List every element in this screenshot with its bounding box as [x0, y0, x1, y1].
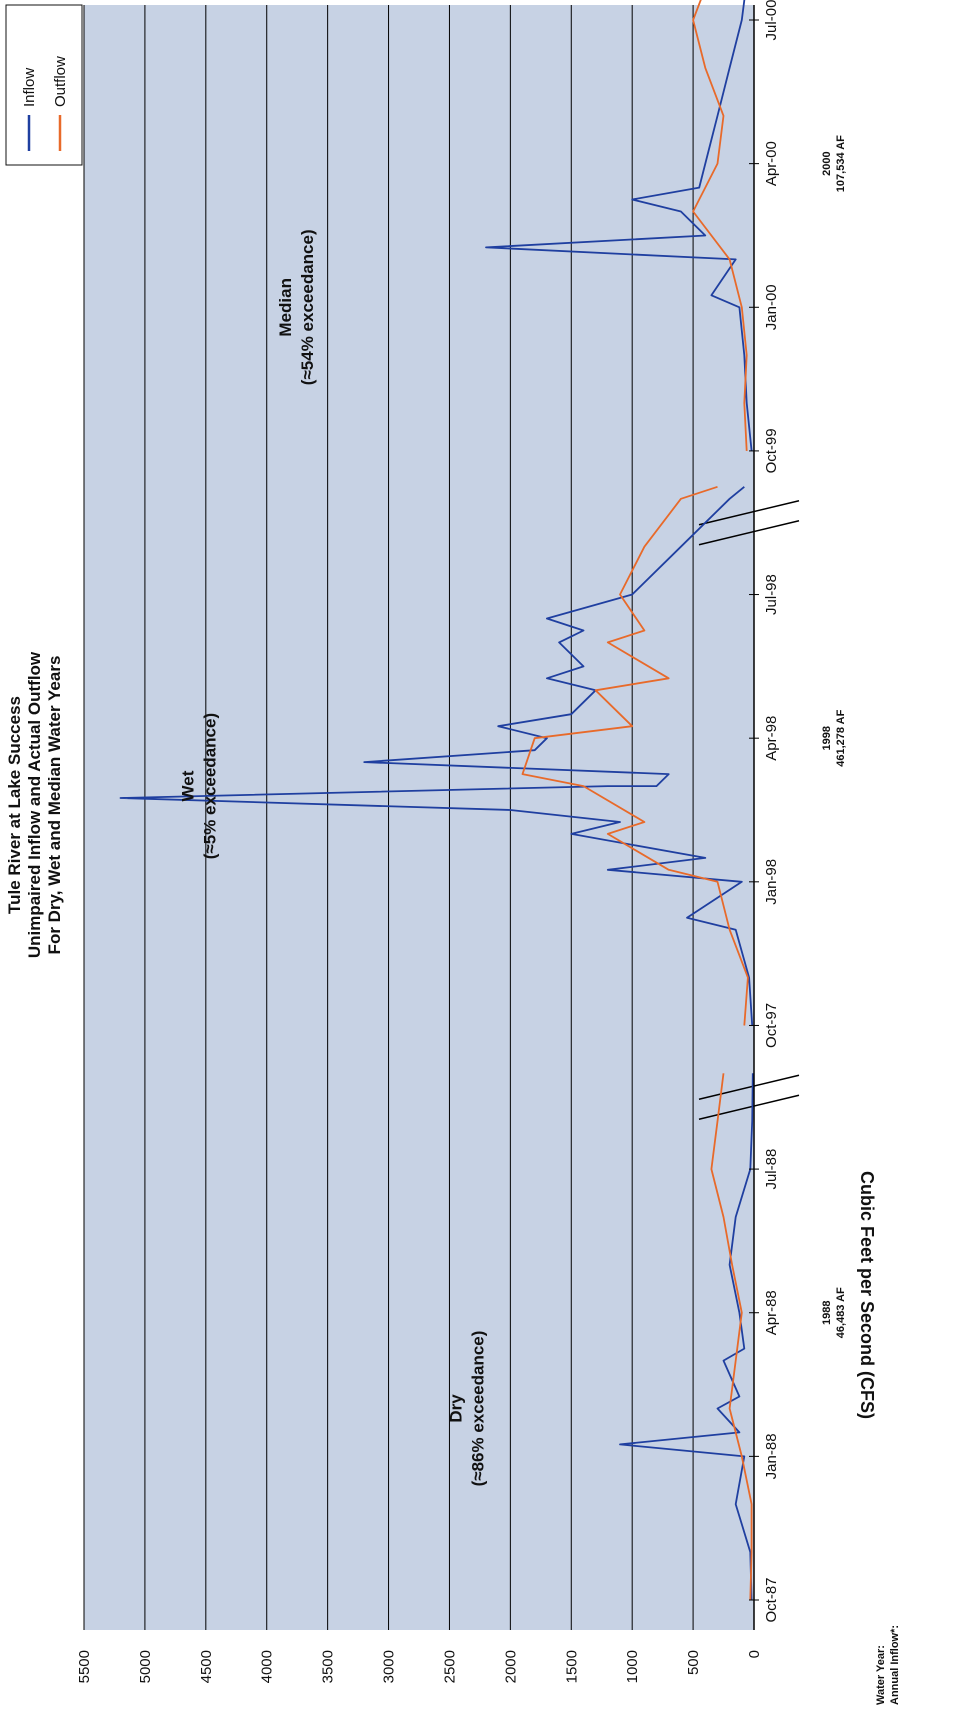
- axis-break-mark: [698, 1094, 800, 1121]
- y-tick-label: 2500: [441, 1650, 458, 1683]
- water-year-label: 1998: [821, 726, 833, 750]
- annotation-sublabel: (≈54% exceedance): [298, 229, 317, 385]
- series-line-outflow: [710, 1073, 753, 1601]
- annotation-sublabel: (≈86% exceedance): [469, 1331, 488, 1487]
- y-tick-label: 4000: [259, 1650, 276, 1683]
- axis-break-mark: [698, 499, 800, 526]
- legend: Inflow Outflow: [5, 4, 83, 166]
- x-tick-label: Apr-00: [763, 141, 780, 186]
- chart-title: Tule River at Lake Success: [5, 696, 24, 914]
- chart-subtitle-2: For Dry, Wet and Median Water Years: [45, 656, 64, 955]
- chart-subtitle-1: Unimpaired Inflow and Actual Outflow: [25, 651, 44, 958]
- x-tick-label: Apr-88: [763, 1290, 780, 1335]
- annotation-label: Dry: [447, 1394, 466, 1423]
- y-tick-label: 4500: [198, 1650, 215, 1683]
- legend-box: [5, 4, 83, 166]
- water-year-row-label: Water Year:: [875, 1645, 887, 1705]
- annotation-sublabel: (≈5% exceedance): [201, 713, 220, 859]
- x-tick-label: Apr-98: [763, 716, 780, 761]
- legend-label-outflow: Outflow: [52, 56, 69, 107]
- y-tick-label: 5500: [76, 1650, 93, 1683]
- y-tick-label: 1500: [563, 1650, 580, 1683]
- series-line-inflow: [119, 486, 754, 1026]
- series-line-outflow: [692, 0, 748, 451]
- x-tick-label: Jan-98: [763, 859, 780, 905]
- annual-inflow-row-label: Annual Inflow*:: [889, 1625, 901, 1705]
- y-tick-label: 3500: [320, 1650, 337, 1683]
- plot-area: [84, 5, 754, 1630]
- y-tick-label: 5000: [137, 1650, 154, 1683]
- x-tick-label: Jul-98: [763, 574, 780, 615]
- x-tick-label: Jul-00: [763, 0, 780, 40]
- axis-break-mark: [698, 1074, 800, 1101]
- x-tick-label: Oct-87: [763, 1577, 780, 1622]
- y-axis-label: Cubic Feet per Second (CFS): [857, 1171, 877, 1419]
- y-tick-label: 500: [685, 1650, 702, 1675]
- legend-label-inflow: Inflow: [21, 68, 38, 107]
- series-line-outflow: [521, 485, 749, 1026]
- annotation-label: Wet: [179, 770, 198, 801]
- axis-break-mark: [698, 519, 800, 546]
- x-tick-label: Jul-88: [763, 1149, 780, 1190]
- x-tick-label: Jan-00: [763, 284, 780, 330]
- y-tick-label: 0: [746, 1650, 763, 1658]
- x-tick-label: Oct-99: [763, 428, 780, 473]
- x-tick-label: Jan-88: [763, 1433, 780, 1479]
- series-line-inflow: [485, 0, 753, 451]
- annual-inflow-label: 107,534 AF: [835, 135, 847, 192]
- series-line-inflow: [619, 1073, 754, 1601]
- annotation-label: Median: [276, 278, 295, 337]
- water-year-label: 2000: [821, 151, 833, 175]
- y-tick-label: 3000: [381, 1650, 398, 1683]
- y-tick-label: 2000: [502, 1650, 519, 1683]
- water-year-label: 1988: [821, 1300, 833, 1324]
- annual-inflow-label: 46,483 AF: [835, 1287, 847, 1338]
- y-tick-label: 1000: [624, 1650, 641, 1683]
- x-tick-label: Oct-97: [763, 1003, 780, 1048]
- annual-inflow-label: 461,278 AF: [835, 709, 847, 766]
- chart-rotated: 0 500 1000 1500 2000 2500 3000 3500 4000 4500 5000…: [5, 0, 901, 1705]
